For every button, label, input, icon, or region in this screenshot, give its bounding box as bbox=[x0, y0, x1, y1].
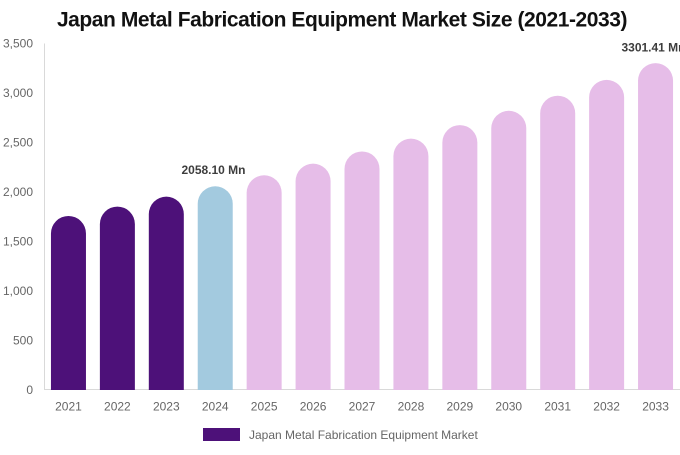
svg-text:2031: 2031 bbox=[544, 400, 571, 414]
svg-text:Japan Metal Fabrication Equipm: Japan Metal Fabrication Equipment Market… bbox=[57, 9, 627, 32]
svg-text:1,500: 1,500 bbox=[3, 235, 33, 249]
svg-text:0: 0 bbox=[26, 383, 33, 397]
svg-text:500: 500 bbox=[13, 334, 33, 348]
svg-text:2025: 2025 bbox=[251, 400, 278, 414]
svg-text:2022: 2022 bbox=[104, 400, 131, 414]
svg-text:2033: 2033 bbox=[642, 400, 669, 414]
svg-text:2029: 2029 bbox=[446, 400, 473, 414]
svg-text:2,500: 2,500 bbox=[3, 136, 33, 150]
svg-text:3,000: 3,000 bbox=[3, 86, 33, 100]
svg-text:2024: 2024 bbox=[202, 400, 229, 414]
svg-text:1,000: 1,000 bbox=[3, 284, 33, 298]
svg-text:2027: 2027 bbox=[349, 400, 376, 414]
svg-text:Japan Metal Fabrication Equipm: Japan Metal Fabrication Equipment Market bbox=[249, 428, 478, 442]
svg-text:2,000: 2,000 bbox=[3, 185, 33, 199]
svg-text:2026: 2026 bbox=[300, 400, 327, 414]
svg-text:2032: 2032 bbox=[593, 400, 620, 414]
svg-text:2058.10 Mn: 2058.10 Mn bbox=[181, 163, 245, 177]
svg-text:3301.41 Mn: 3301.41 Mn bbox=[621, 40, 680, 54]
svg-text:2023: 2023 bbox=[153, 400, 180, 414]
svg-text:3,500: 3,500 bbox=[3, 37, 33, 51]
svg-text:2028: 2028 bbox=[398, 400, 425, 414]
svg-text:2030: 2030 bbox=[495, 400, 522, 414]
svg-text:2021: 2021 bbox=[55, 400, 82, 414]
